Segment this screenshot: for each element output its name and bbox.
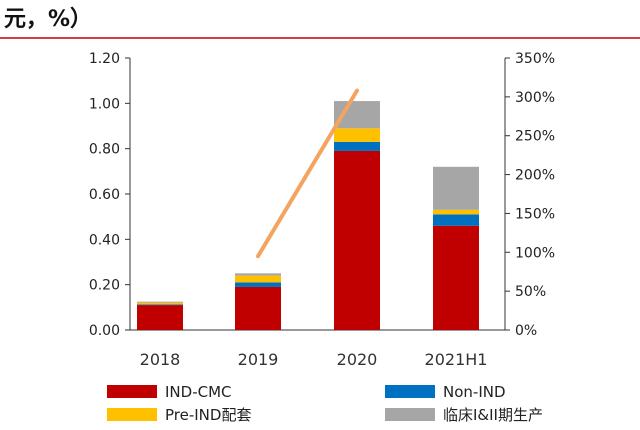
right-tick-label: 0% [515, 323, 537, 339]
bar-segment [235, 275, 281, 283]
bar-segment [334, 150, 380, 330]
left-tick-label: 0.00 [89, 323, 120, 339]
right-tick-label: 50% [515, 284, 546, 300]
right-tick-label: 200% [515, 168, 555, 184]
left-tick-label: 1.00 [89, 96, 120, 112]
bar-segment [137, 305, 183, 330]
legend-swatch [385, 408, 435, 421]
bar-segment [235, 286, 281, 330]
right-tick-label: 150% [515, 206, 555, 222]
x-axis-labels: 2018 2019 2020 2021H1 [140, 350, 488, 369]
bar-segment [137, 302, 183, 305]
legend-label: 临床I&II期生产 [443, 406, 543, 424]
bar-segment [137, 304, 183, 306]
legend-swatch [107, 408, 157, 421]
bar-segment [433, 225, 479, 330]
left-tick-label: 0.20 [89, 278, 120, 294]
right-tick-label: 250% [515, 129, 555, 145]
legend-swatch [107, 385, 157, 398]
bars [137, 101, 479, 330]
right-tick-label: 300% [515, 90, 555, 106]
legend-label: Non-IND [443, 383, 506, 401]
legend-swatch [385, 385, 435, 398]
legend-label: IND-CMC [165, 383, 232, 401]
bar-segment [235, 273, 281, 276]
bar-segment [137, 301, 183, 303]
bar-segment [334, 128, 380, 142]
growth-line-segment [256, 88, 359, 259]
legend: IND-CMC Non-IND Pre-IND配套 临床I&II期生产 [107, 383, 543, 424]
bar-segment [334, 141, 380, 151]
category-label: 2020 [337, 350, 378, 369]
category-label: 2021H1 [425, 350, 488, 369]
category-label: 2019 [238, 350, 279, 369]
left-tick-label: 1.20 [89, 51, 120, 67]
bar-segment [433, 214, 479, 226]
right-tick-label: 350% [515, 51, 555, 67]
legend-label: Pre-IND配套 [165, 406, 251, 424]
left-tick-label: 0.40 [89, 232, 120, 248]
left-tick-label: 0.80 [89, 142, 120, 158]
bar-segment [433, 209, 479, 215]
bar-segment [235, 282, 281, 287]
left-tick-label: 0.60 [89, 187, 120, 203]
right-y-axis: 0% 50% 100% 150% 200% 250% 300% 350% [504, 51, 555, 339]
right-tick-label: 100% [515, 245, 555, 261]
category-label: 2018 [140, 350, 181, 369]
chart-title: 元，%） [4, 7, 92, 32]
growth-line [256, 88, 359, 259]
bar-segment [433, 166, 479, 210]
